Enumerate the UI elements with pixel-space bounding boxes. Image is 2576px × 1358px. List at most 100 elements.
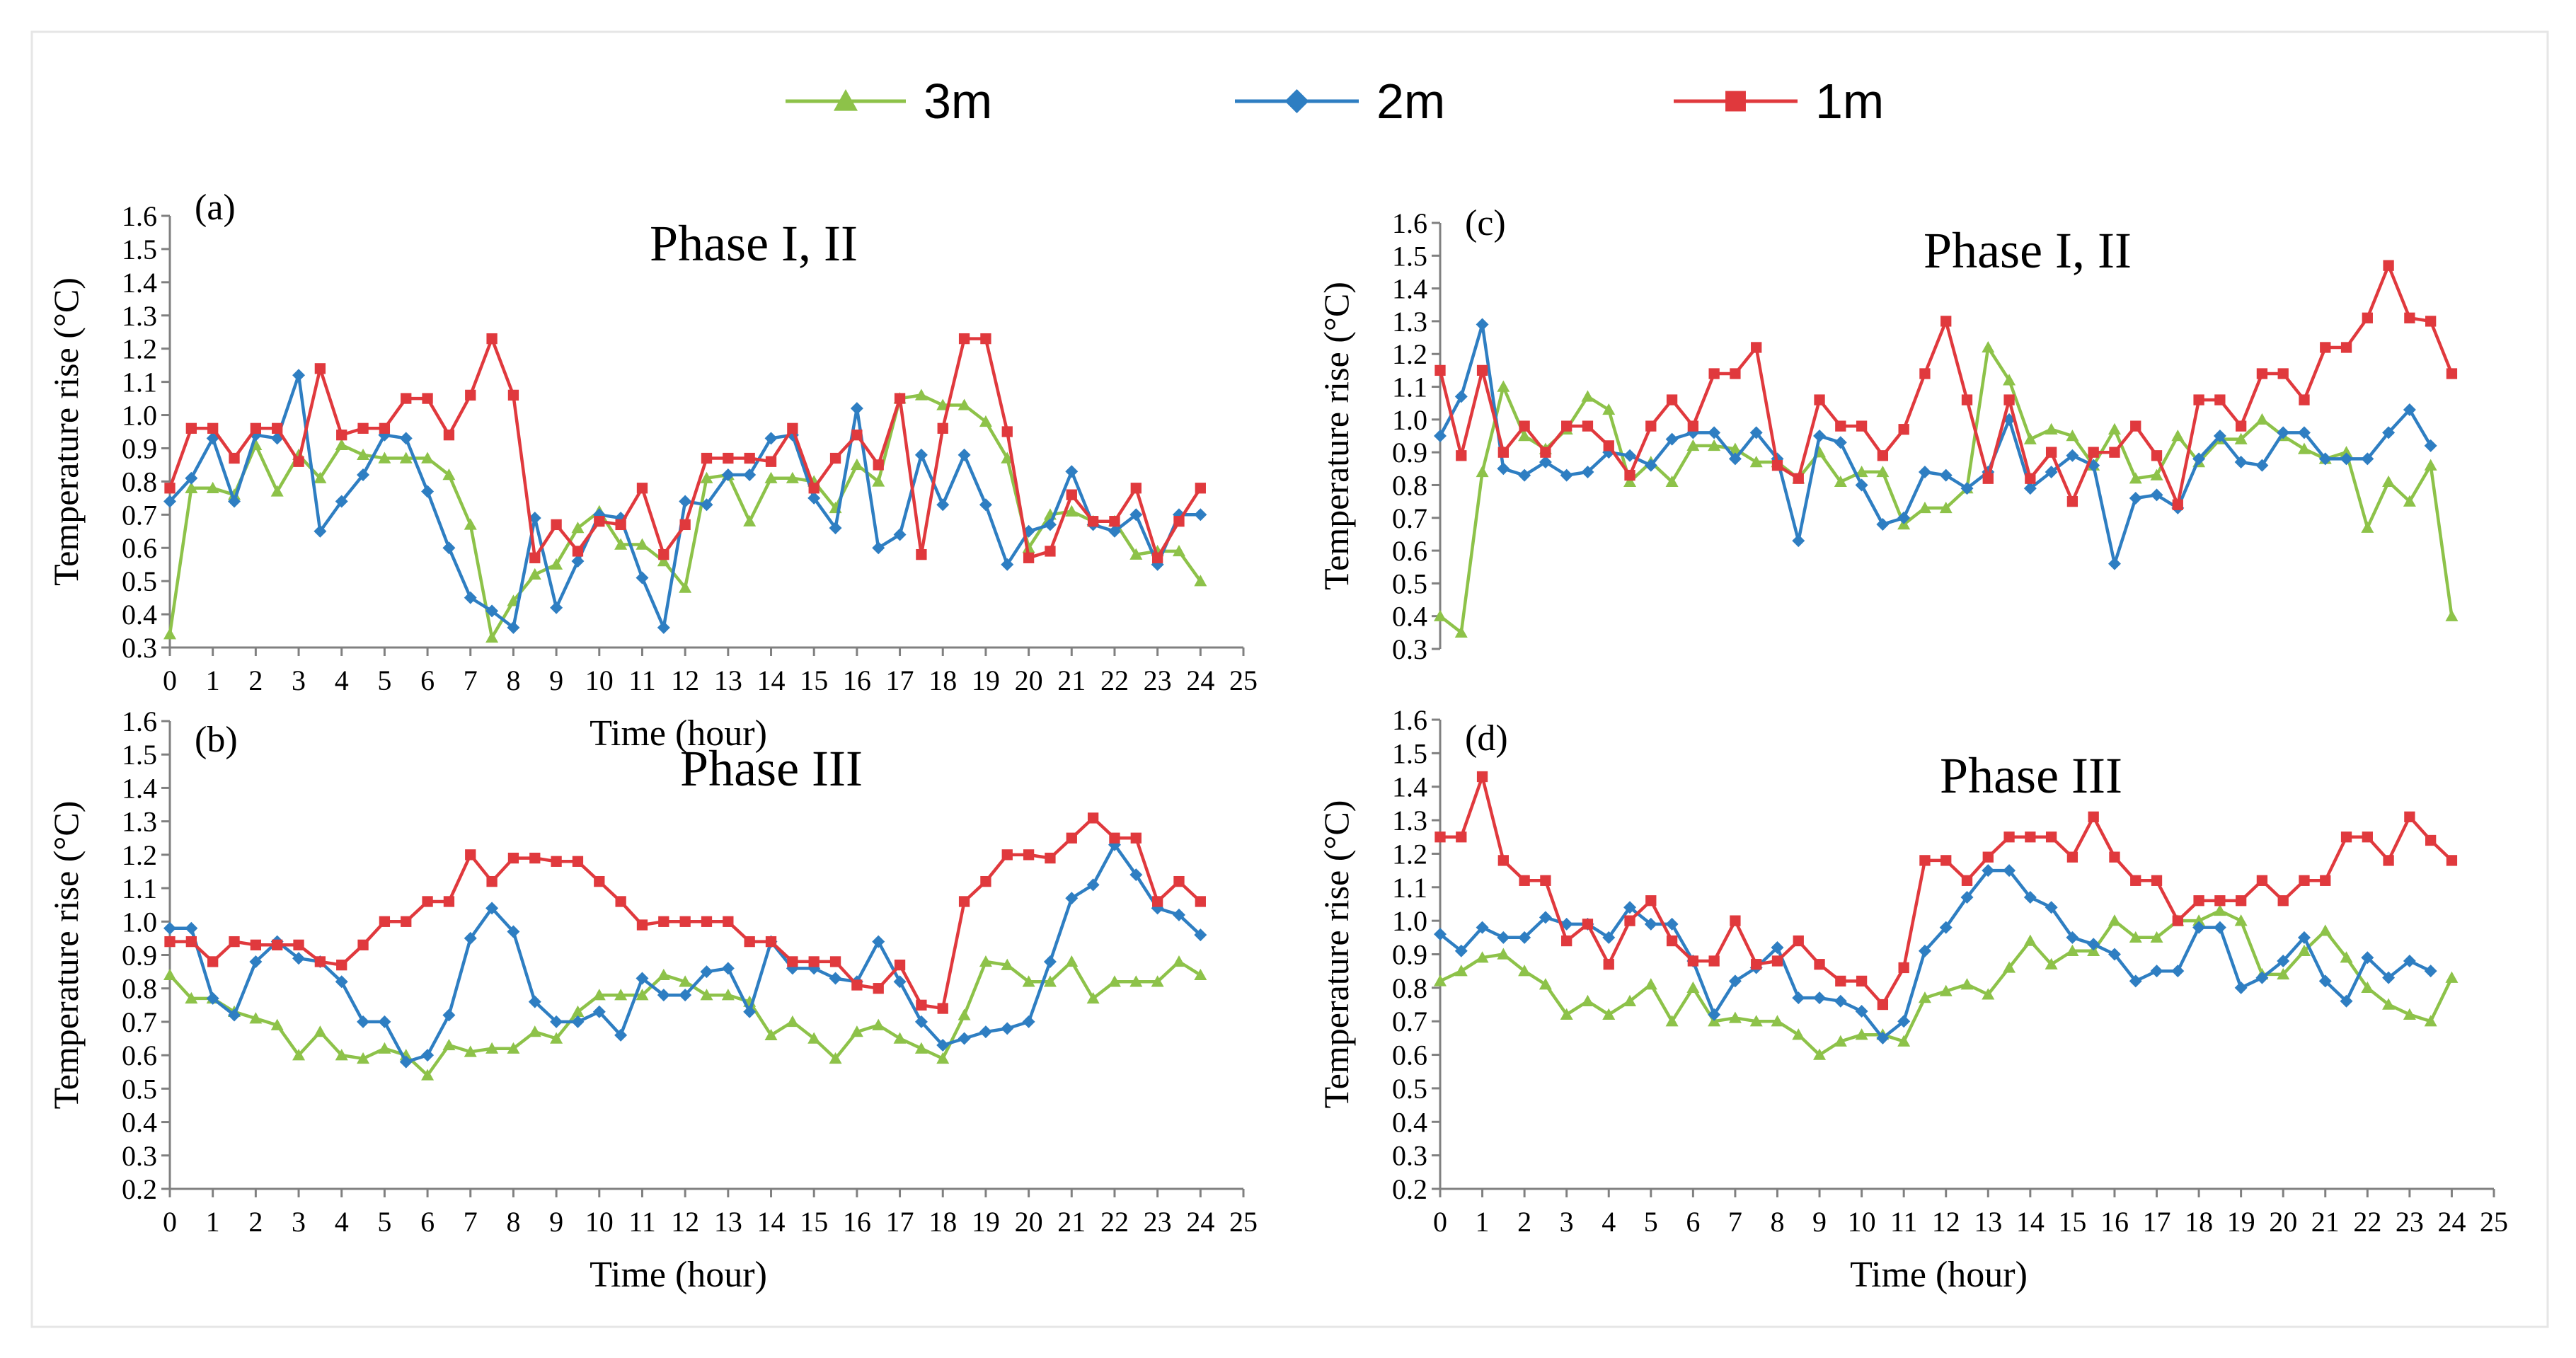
data-point-1m bbox=[185, 422, 197, 434]
data-point-1m bbox=[2446, 855, 2458, 866]
data-point-1m bbox=[1793, 473, 1804, 484]
data-point-1m bbox=[808, 956, 820, 967]
data-point-1m bbox=[314, 956, 326, 967]
data-point-2m bbox=[571, 1015, 585, 1028]
data-point-3m bbox=[1918, 991, 1931, 1003]
x-tick-label: 22 bbox=[1100, 664, 1129, 696]
data-point-3m bbox=[2297, 944, 2311, 956]
x-tick-label: 4 bbox=[335, 1206, 349, 1238]
data-point-2m bbox=[2108, 557, 2121, 570]
data-point-2m bbox=[1749, 426, 1763, 439]
panel-a: 0.30.40.50.60.70.80.91.01.11.21.31.41.51… bbox=[46, 188, 1258, 754]
data-point-1m bbox=[2045, 832, 2057, 843]
data-point-1m bbox=[465, 849, 476, 861]
data-point-2m bbox=[2003, 864, 2016, 877]
data-point-2m bbox=[1708, 426, 1721, 439]
data-point-3m bbox=[721, 989, 735, 1001]
data-point-1m bbox=[1730, 915, 1741, 926]
panel-label: (a) bbox=[195, 188, 236, 228]
data-point-1m bbox=[1151, 552, 1163, 563]
x-tick-label: 12 bbox=[671, 1206, 699, 1238]
data-point-1m bbox=[2362, 832, 2373, 843]
data-point-1m bbox=[765, 936, 777, 948]
series-1m bbox=[164, 333, 1206, 563]
data-point-3m bbox=[2255, 413, 2269, 425]
data-point-2m bbox=[1665, 432, 1679, 446]
x-tick-label: 21 bbox=[2311, 1206, 2340, 1238]
data-point-3m bbox=[2066, 944, 2079, 956]
data-point-2m bbox=[1960, 890, 1974, 904]
x-tick-label: 17 bbox=[886, 1206, 914, 1238]
data-point-3m bbox=[1644, 978, 1657, 990]
data-point-1m bbox=[336, 960, 347, 971]
y-tick-label: 1.0 bbox=[122, 400, 157, 432]
y-tick-label: 1.3 bbox=[1392, 306, 1427, 338]
y-tick-label: 1.4 bbox=[1392, 771, 1427, 803]
data-point-2m bbox=[1982, 864, 1995, 877]
data-point-1m bbox=[1835, 420, 1846, 432]
data-point-3m bbox=[357, 1052, 370, 1064]
data-point-1m bbox=[958, 333, 970, 345]
data-point-1m bbox=[336, 430, 347, 441]
data-point-3m bbox=[1792, 1028, 1805, 1040]
x-tick-label: 15 bbox=[800, 664, 828, 696]
x-tick-label: 12 bbox=[1932, 1206, 1960, 1238]
data-point-3m bbox=[1539, 978, 1552, 990]
data-point-1m bbox=[916, 548, 927, 560]
data-point-1m bbox=[1561, 935, 1572, 947]
data-point-2m bbox=[399, 1055, 413, 1069]
x-tick-label: 13 bbox=[714, 1206, 742, 1238]
legend-label-2m: 2m bbox=[1376, 74, 1445, 129]
data-point-2m bbox=[1086, 878, 1100, 892]
y-tick-label: 0.2 bbox=[122, 1173, 157, 1205]
data-point-3m bbox=[2445, 609, 2459, 621]
data-point-3m bbox=[1497, 948, 1510, 960]
data-point-1m bbox=[1173, 516, 1185, 527]
data-point-1m bbox=[486, 875, 498, 887]
data-point-1m bbox=[2088, 447, 2099, 458]
x-tick-label: 8 bbox=[506, 1206, 520, 1238]
data-point-3m bbox=[2129, 472, 2142, 484]
data-point-2m bbox=[743, 1005, 757, 1018]
data-point-2m bbox=[421, 485, 435, 498]
data-point-1m bbox=[422, 896, 433, 907]
x-tick-label: 24 bbox=[1186, 664, 1214, 696]
panels: 0.30.40.50.60.70.80.91.01.11.21.31.41.51… bbox=[46, 188, 2508, 1295]
data-point-3m bbox=[1151, 975, 1164, 987]
x-tick-label: 23 bbox=[1144, 1206, 1172, 1238]
data-point-1m bbox=[2003, 394, 2015, 405]
panel-title: Phase III bbox=[680, 740, 863, 797]
x-tick-label: 1 bbox=[1476, 1206, 1490, 1238]
y-tick-label: 0.4 bbox=[1392, 601, 1427, 633]
data-point-3m bbox=[2045, 422, 2058, 435]
data-point-1m bbox=[1456, 450, 1467, 461]
series-2m bbox=[1434, 864, 2437, 1045]
data-point-1m bbox=[2383, 260, 2394, 271]
data-point-2m bbox=[657, 621, 670, 634]
data-point-2m bbox=[2255, 971, 2269, 984]
x-tick-label: 4 bbox=[335, 664, 349, 696]
y-tick-label: 0.3 bbox=[1392, 633, 1427, 665]
data-point-3m bbox=[786, 471, 799, 483]
data-point-2m bbox=[550, 1015, 563, 1028]
data-point-3m bbox=[185, 481, 198, 493]
y-tick-label: 1.3 bbox=[122, 806, 157, 838]
x-tick-label: 15 bbox=[2058, 1206, 2086, 1238]
data-point-1m bbox=[1540, 447, 1551, 458]
data-point-1m bbox=[829, 956, 841, 967]
data-point-3m bbox=[614, 989, 628, 1001]
y-tick-label: 1.6 bbox=[122, 200, 157, 232]
series-line-2m bbox=[1439, 323, 2432, 565]
legend-marker-2m bbox=[1284, 89, 1309, 113]
data-point-3m bbox=[850, 1025, 863, 1037]
x-tick-label: 17 bbox=[2143, 1206, 2171, 1238]
x-tick-label: 22 bbox=[2353, 1206, 2381, 1238]
data-point-3m bbox=[2108, 422, 2121, 435]
data-point-1m bbox=[2172, 499, 2183, 510]
y-tick-label: 0.6 bbox=[1392, 1040, 1427, 1071]
data-point-1m bbox=[2130, 875, 2141, 886]
data-point-1m bbox=[2320, 875, 2331, 886]
data-point-2m bbox=[958, 448, 971, 461]
data-point-3m bbox=[2361, 521, 2374, 533]
data-point-3m bbox=[1518, 965, 1531, 977]
